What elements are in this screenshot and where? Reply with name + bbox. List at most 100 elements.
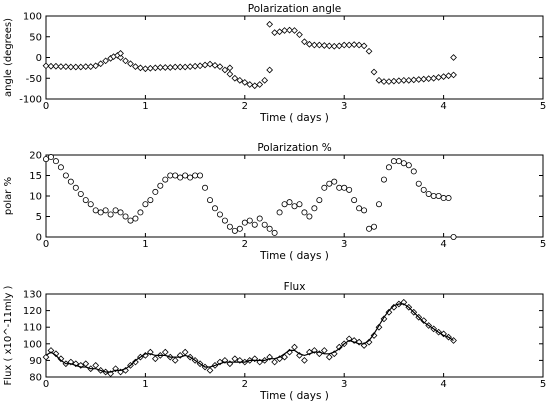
data-point xyxy=(231,227,238,234)
data-point xyxy=(281,353,288,361)
data-point xyxy=(430,192,437,199)
data-point xyxy=(117,54,124,61)
data-point xyxy=(137,209,144,216)
fit-line xyxy=(45,303,454,373)
data-point xyxy=(410,168,417,175)
data-point xyxy=(206,366,214,374)
data-point xyxy=(97,209,104,216)
data-point xyxy=(266,225,273,232)
data-point xyxy=(276,209,283,216)
data-point xyxy=(206,60,214,68)
data-point xyxy=(142,65,149,73)
data-point xyxy=(301,357,308,364)
data-point xyxy=(241,219,248,226)
data-point xyxy=(425,190,432,197)
data-point xyxy=(197,172,204,179)
x-axis-label: Time ( days ) xyxy=(259,250,329,262)
data-point xyxy=(42,353,50,361)
data-point xyxy=(296,201,303,208)
data-point xyxy=(162,176,169,183)
data-point xyxy=(311,41,318,49)
chart-panel-1: Polarization angle 0 1 2 3 4 5 -100 -50 0 50 100 Tim… xyxy=(3,3,546,124)
y-tick-label: -100 xyxy=(19,95,42,106)
data-point xyxy=(112,207,119,214)
y-tick-label: 0 xyxy=(36,53,42,64)
data-point xyxy=(251,355,259,363)
data-point xyxy=(177,174,184,181)
data-point xyxy=(271,29,278,36)
data-point xyxy=(321,184,328,191)
data-point xyxy=(216,63,224,70)
data-point xyxy=(77,63,85,71)
data-point xyxy=(276,28,283,36)
data-point xyxy=(286,199,293,206)
data-point xyxy=(370,332,378,339)
data-point xyxy=(390,77,398,85)
data-point xyxy=(207,197,214,204)
data-point xyxy=(246,81,254,88)
data-point xyxy=(161,64,169,71)
data-point xyxy=(241,79,249,86)
data-point xyxy=(261,221,268,228)
data-point xyxy=(202,184,209,191)
data-point xyxy=(176,63,184,71)
data-point xyxy=(375,76,383,84)
data-point xyxy=(360,42,368,50)
data-point xyxy=(156,64,164,71)
data-point xyxy=(181,63,189,71)
y-tick-label: 130 xyxy=(23,290,42,301)
data-point xyxy=(395,158,402,165)
data-point xyxy=(326,180,333,187)
y-tick-label: 10 xyxy=(29,192,42,203)
data-point xyxy=(226,64,234,72)
data-point xyxy=(311,205,318,212)
data-point xyxy=(211,62,219,69)
data-point xyxy=(72,184,79,191)
data-point xyxy=(132,215,139,222)
data-point xyxy=(366,225,373,232)
data-point xyxy=(346,186,353,193)
data-point xyxy=(72,63,80,71)
data-point xyxy=(251,82,259,90)
data-point xyxy=(281,27,288,34)
data-point xyxy=(187,174,194,181)
data-point xyxy=(67,63,75,71)
data-point xyxy=(405,162,412,169)
data-point xyxy=(171,357,179,364)
x-tick-label: 1 xyxy=(142,101,148,112)
data-point xyxy=(166,64,174,71)
data-point xyxy=(127,217,134,224)
data-point xyxy=(400,160,407,167)
data-point xyxy=(385,78,393,85)
x-tick-label: 5 xyxy=(540,101,546,112)
data-point xyxy=(286,26,293,34)
x-axis-label: Time ( days ) xyxy=(259,390,329,402)
y-tick-label: 20 xyxy=(29,151,42,162)
y-axis-label: angle (degrees) xyxy=(3,18,14,97)
data-point xyxy=(151,64,159,72)
data-point xyxy=(341,184,348,191)
data-point xyxy=(351,197,358,204)
data-point xyxy=(161,348,169,356)
data-point xyxy=(82,63,90,70)
data-point xyxy=(331,178,338,185)
data-point xyxy=(320,42,328,49)
data-point xyxy=(415,76,423,83)
data-point xyxy=(320,347,328,354)
data-point xyxy=(415,180,422,187)
data-point xyxy=(380,78,388,85)
data-point xyxy=(196,62,204,70)
y-tick-label: 0 xyxy=(36,233,42,244)
data-point xyxy=(435,74,442,81)
data-point xyxy=(325,42,333,50)
data-point xyxy=(182,172,189,179)
x-tick-label: 2 xyxy=(242,239,248,250)
data-point xyxy=(435,192,442,199)
data-point xyxy=(385,164,392,171)
data-point xyxy=(181,348,189,356)
data-point xyxy=(62,63,70,70)
data-point xyxy=(221,66,229,74)
data-point xyxy=(345,335,353,343)
data-point xyxy=(390,158,397,165)
